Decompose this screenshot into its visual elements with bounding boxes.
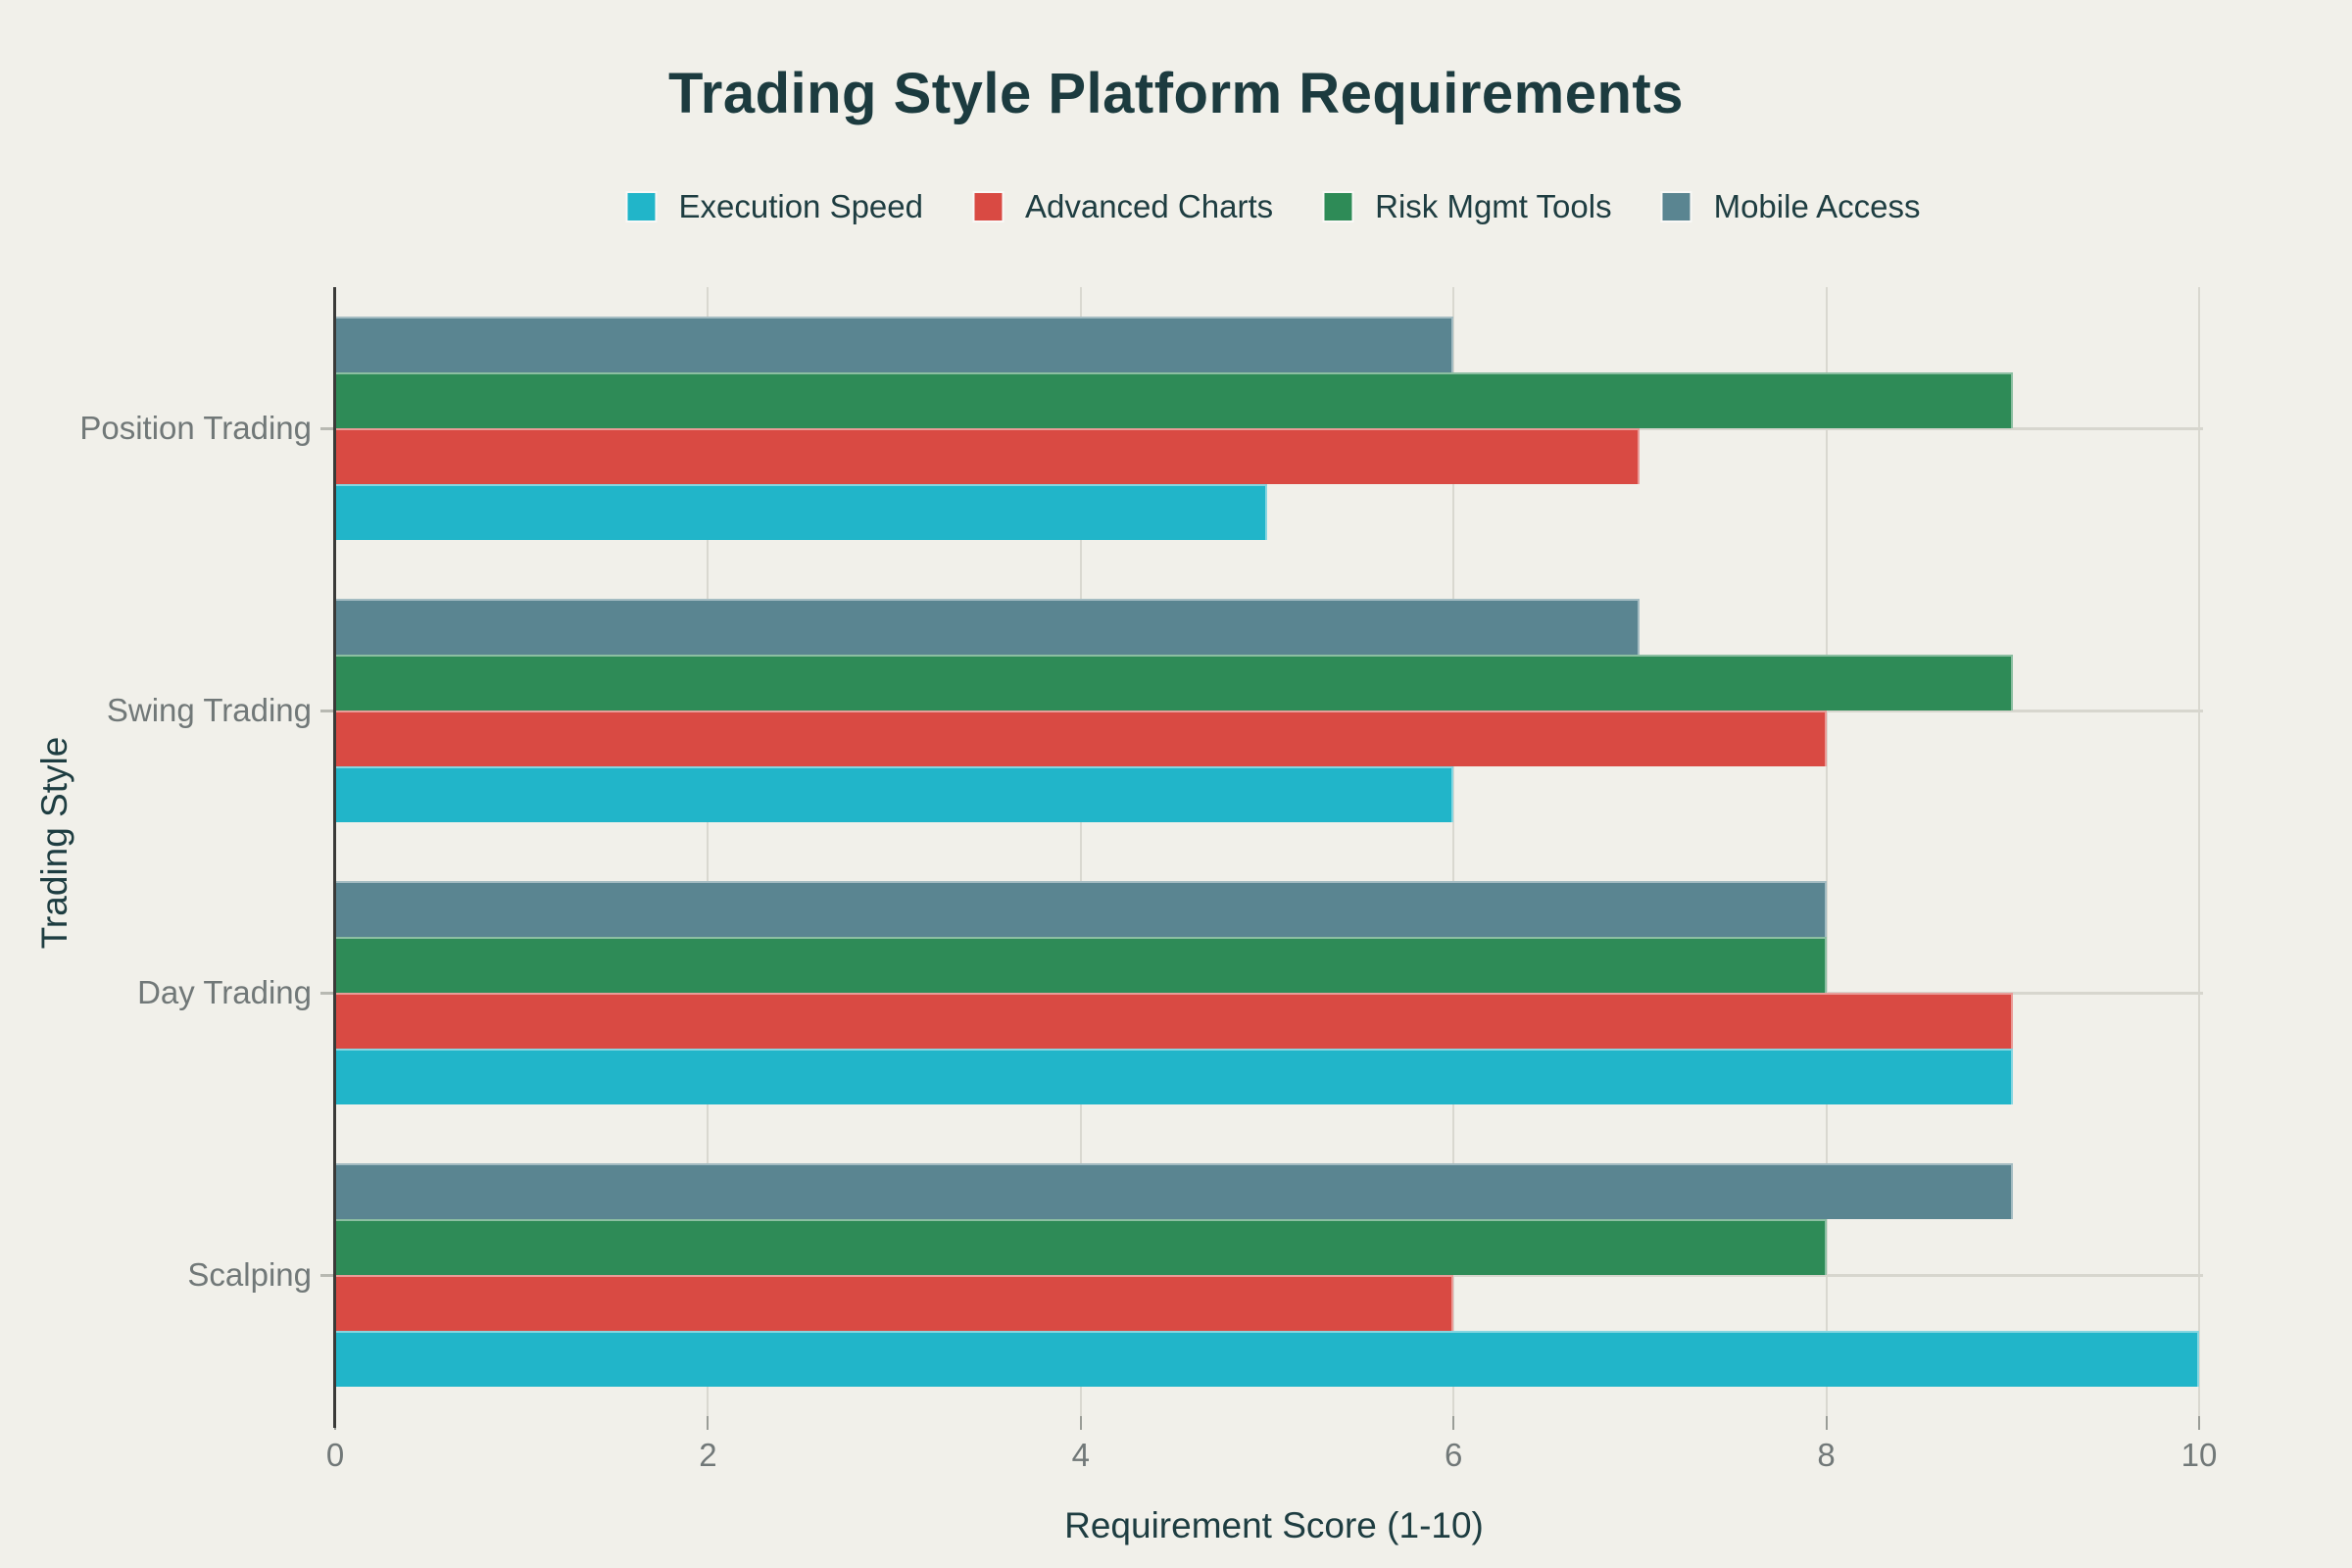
bar-position-trading-execution-speed: [335, 484, 1267, 540]
bar-swing-trading-risk-mgmt-tools: [335, 655, 2013, 710]
x-gridline: [2198, 287, 2200, 1416]
y-axis-spine: [333, 287, 336, 1428]
y-tick-label-position-trading: Position Trading: [79, 410, 312, 446]
y-tick-label-scalping: Scalping: [187, 1256, 312, 1293]
legend-label: Execution Speed: [678, 188, 923, 224]
legend-item-execution-speed: Execution Speed: [625, 188, 923, 225]
x-gridline: [707, 287, 710, 1416]
x-axis-label: Requirement Score (1-10): [1064, 1505, 1484, 1545]
x-tick-mark: [707, 1416, 710, 1430]
plot-area: [333, 287, 2203, 1430]
y-tick-mark: [320, 426, 334, 430]
x-tick-label: 6: [1445, 1437, 1463, 1473]
bar-position-trading-mobile-access: [335, 317, 1454, 372]
y-tick-mark: [320, 1273, 334, 1277]
x-tick-label: 0: [325, 1437, 345, 1473]
bar-swing-trading-mobile-access: [335, 599, 1641, 655]
legend-label: Risk Mgmt Tools: [1375, 188, 1612, 224]
bar-position-trading-advanced-charts: [335, 428, 1641, 484]
x-gridline: [1079, 287, 1082, 1416]
bar-day-trading-advanced-charts: [335, 993, 2013, 1049]
legend-swatch-icon: [1660, 191, 1692, 222]
x-tick-mark: [1825, 1416, 1828, 1430]
bar-day-trading-risk-mgmt-tools: [335, 937, 1827, 993]
x-tick-label: 8: [1817, 1437, 1836, 1473]
x-tick-label: 10: [2180, 1437, 2218, 1473]
legend-item-risk-mgmt-tools: Risk Mgmt Tools: [1322, 188, 1612, 225]
bar-scalping-risk-mgmt-tools: [335, 1219, 1827, 1275]
x-tick-mark: [2198, 1416, 2200, 1430]
legend: Execution Speed Advanced Charts Risk Mgmt …: [625, 188, 1921, 225]
bar-day-trading-mobile-access: [335, 881, 1827, 937]
legend-swatch-icon: [1322, 191, 1354, 222]
chart-title: Trading Style Platform Requirements: [668, 62, 1684, 125]
x-tick-mark: [1452, 1416, 1455, 1430]
y-tick-label-swing-trading: Swing Trading: [106, 692, 312, 728]
legend-item-mobile-access: Mobile Access: [1660, 188, 1921, 225]
y-tick-label-day-trading: Day Trading: [137, 974, 312, 1010]
bar-day-trading-execution-speed: [335, 1049, 2013, 1104]
legend-item-advanced-charts: Advanced Charts: [971, 188, 1274, 225]
bar-scalping-execution-speed: [335, 1331, 2199, 1387]
y-axis-label: Trading Style: [34, 736, 74, 950]
x-gridline: [1825, 287, 1828, 1416]
x-tick-label: 4: [1071, 1437, 1090, 1473]
bar-swing-trading-advanced-charts: [335, 710, 1827, 766]
x-tick-label: 2: [699, 1437, 717, 1473]
y-tick-mark: [320, 991, 334, 995]
x-gridline: [1452, 287, 1455, 1416]
bar-scalping-advanced-charts: [335, 1275, 1454, 1331]
bar-position-trading-risk-mgmt-tools: [335, 372, 2013, 428]
bar-scalping-mobile-access: [335, 1163, 2013, 1219]
y-tick-mark: [320, 709, 334, 712]
x-tick-mark: [1079, 1416, 1082, 1430]
legend-label: Mobile Access: [1713, 188, 1921, 224]
legend-swatch-icon: [625, 191, 658, 222]
legend-swatch-icon: [971, 191, 1004, 222]
legend-label: Advanced Charts: [1024, 188, 1274, 224]
bar-swing-trading-execution-speed: [335, 766, 1454, 822]
